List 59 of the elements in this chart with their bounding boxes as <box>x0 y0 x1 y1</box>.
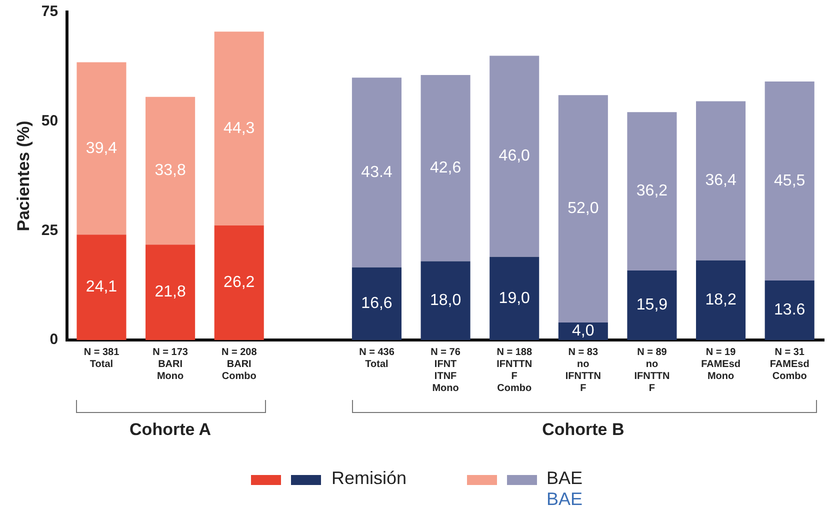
data-label: 33,8 <box>154 162 186 180</box>
x-tick-label: N = 31 FAMEsd Combo <box>770 346 810 382</box>
data-label: 16,6 <box>361 295 392 312</box>
data-label: 42,6 <box>430 160 462 177</box>
bar <box>420 261 470 340</box>
text: Cohorte A <box>130 420 212 440</box>
data-label: 46,0 <box>498 148 530 165</box>
data-label: 19,0 <box>498 290 530 307</box>
bar <box>490 256 540 340</box>
y-axis-title: Pacientes (%) <box>14 120 33 232</box>
data-label: 13.6 <box>774 302 806 319</box>
x-tick-label: N = 381 Total <box>84 346 120 370</box>
data-label: 44,3 <box>224 120 255 137</box>
bar <box>420 74 470 262</box>
x-tick-label: N = 436 Total <box>359 346 395 370</box>
bar <box>214 32 264 226</box>
x-tick-label: N = 76 IFNT ITNF Mono <box>430 346 461 394</box>
bar <box>558 95 608 323</box>
bar <box>696 101 746 260</box>
legend-label: Remisión <box>331 468 406 489</box>
x-tick-label: N = 83 no IFNTTN F <box>565 346 601 394</box>
text: Cohorte B <box>542 420 624 440</box>
data-label: 15,9 <box>636 296 668 314</box>
bar <box>146 96 196 245</box>
text: BAE <box>546 489 583 510</box>
data-label: 24,1 <box>86 278 118 296</box>
data-label: 39,4 <box>86 140 118 157</box>
bar <box>352 267 402 340</box>
x-tick-label: N = 188 IFNTTN F Combo <box>496 346 532 394</box>
bar <box>627 270 677 340</box>
data-label: 4,0 <box>572 322 594 340</box>
x-tick-label: N = 208 BARI Combo <box>221 346 258 382</box>
data-label: 43.4 <box>361 164 392 181</box>
bar <box>764 280 814 340</box>
data-label: 18,2 <box>705 292 736 309</box>
y-tick-label: 0 <box>50 331 58 348</box>
data-label: 45,5 <box>774 172 806 190</box>
x-tick-label: N = 19 FAMEsd Mono <box>701 346 741 382</box>
bar <box>352 78 402 268</box>
data-label: 26,2 <box>224 274 255 292</box>
y-tick-label: 75 <box>41 3 58 20</box>
bar <box>146 244 196 340</box>
data-label: 36,4 <box>705 172 736 190</box>
bar <box>76 62 126 235</box>
bar <box>490 56 540 257</box>
bar <box>627 112 677 270</box>
data-label: 21,8 <box>154 284 186 301</box>
y-tick-label: 50 <box>41 112 58 130</box>
data-label: 36,2 <box>636 182 668 200</box>
bar <box>696 260 746 340</box>
data-label: 18,0 <box>430 292 462 310</box>
x-tick-label: N = 89 no IFNTTN F <box>634 346 670 394</box>
bar <box>214 225 264 340</box>
data-label: 52,0 <box>568 200 599 218</box>
bar <box>76 234 126 340</box>
x-tick-label: N = 173 BARI Mono <box>152 346 188 382</box>
legend-label: BAE <box>546 468 583 489</box>
y-tick-label: 25 <box>41 222 58 239</box>
bar <box>764 82 814 281</box>
